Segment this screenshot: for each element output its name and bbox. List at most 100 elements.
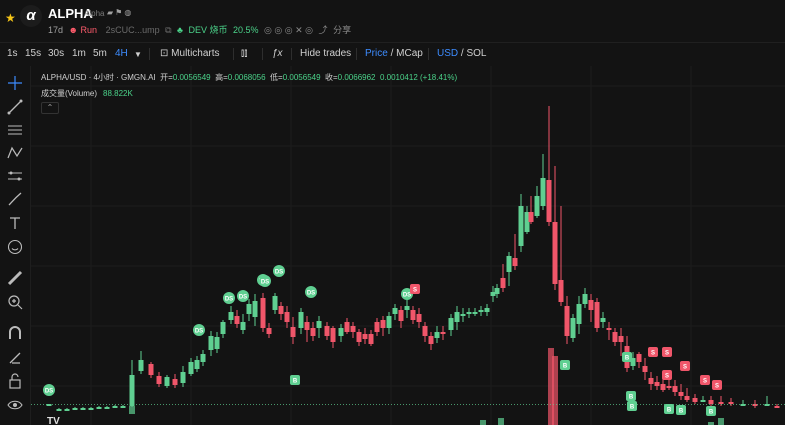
candle-body — [478, 310, 484, 312]
token-header: ★ α ALPHA Alpha ▰⚑◍ 17d ☻ Run 2sCUC...um… — [0, 0, 785, 40]
interval-15s[interactable]: 15s — [25, 48, 42, 59]
bot-icon[interactable]: ◍ — [124, 8, 134, 17]
share-label: 分享 — [333, 25, 352, 35]
trade-marker-label: DS — [307, 291, 315, 297]
measure-icon[interactable] — [6, 167, 24, 185]
candle-body — [324, 326, 330, 336]
pattern-icon[interactable] — [6, 144, 24, 162]
trade-marker-label: S — [665, 374, 669, 380]
candle-body — [416, 314, 422, 322]
eye-icon[interactable] — [6, 396, 24, 414]
trade-marker — [676, 405, 686, 415]
candle-body — [200, 354, 206, 362]
interval-1m[interactable]: 1m — [72, 48, 86, 59]
interval-5m[interactable]: 5m — [93, 48, 107, 59]
candle-body — [606, 328, 612, 330]
copy-icon[interactable]: ⧉ — [165, 25, 172, 35]
zoom-in-icon[interactable] — [6, 293, 24, 311]
lock-icon[interactable] — [6, 372, 24, 390]
horizontal-lines-icon[interactable] — [6, 121, 24, 139]
price-chart[interactable]: DSDSDSDSDSDSDSDSDSBBBBBBBBSSSSSSS ALPHA/… — [30, 66, 785, 425]
candle-body — [594, 302, 600, 328]
candle-body — [428, 336, 434, 344]
contract-address[interactable]: 2sCUC...ump — [105, 25, 160, 35]
volume-bar — [708, 422, 714, 425]
sol-label[interactable]: SOL — [466, 48, 487, 59]
pill-icon[interactable]: ▰ — [107, 8, 116, 17]
trade-marker — [700, 375, 710, 385]
candle-body — [490, 292, 496, 296]
usd-label[interactable]: USD — [437, 48, 459, 59]
candle-body — [172, 379, 178, 385]
volume-bar — [129, 406, 135, 414]
candle-body — [582, 294, 588, 304]
candle-body — [380, 320, 386, 328]
trade-marker — [662, 370, 672, 380]
candle-body — [304, 322, 310, 330]
candle-body — [518, 206, 524, 246]
magnet-icon[interactable] — [6, 324, 24, 342]
social-icons[interactable]: ▰⚑◍ — [107, 8, 133, 17]
function-icon[interactable]: ƒx — [272, 48, 283, 59]
trade-marker — [648, 347, 658, 357]
candle-body — [188, 362, 194, 374]
price-label[interactable]: Price — [365, 48, 388, 59]
token-name: ALPHA — [48, 6, 93, 21]
interval-1s[interactable]: 1s — [7, 48, 18, 59]
indicators-icon[interactable]: ⫾⫾ — [241, 48, 248, 59]
candlestick-plot[interactable]: DSDSDSDSDSDSDSDSDSBBBBBBBBSSSSSSS — [31, 66, 785, 425]
brush-icon[interactable] — [6, 190, 24, 208]
trend-line-icon[interactable] — [6, 98, 24, 116]
trade-marker-label: B — [563, 364, 568, 370]
candle-body — [660, 384, 666, 390]
candle-body — [512, 258, 518, 266]
candle-body — [266, 328, 272, 334]
lock-drawing-icon[interactable] — [6, 348, 24, 366]
candle-body — [284, 312, 290, 322]
candle-body — [104, 407, 110, 409]
candle-body — [310, 328, 316, 336]
interval-30s[interactable]: 30s — [48, 48, 65, 59]
trade-marker-label: DS — [261, 280, 269, 286]
link-icons[interactable]: ◎ ◎ ◎ ✕ ◎ — [264, 25, 314, 35]
price-mcap-toggle[interactable]: Price / MCap — [365, 48, 423, 59]
candle-body — [290, 327, 296, 337]
drawing-toolbar — [0, 66, 30, 425]
ohlc-legend: ALPHA/USD · 4小时 · GMGN.AI 开=0.0056549 高=… — [41, 72, 457, 83]
candle-body — [356, 332, 362, 342]
emoji-icon[interactable] — [6, 238, 24, 256]
trade-marker-label: S — [665, 351, 669, 357]
hide-trades-button[interactable]: Hide trades — [300, 48, 352, 59]
trade-marker — [680, 361, 690, 371]
candle-body — [80, 408, 86, 410]
candle-body — [728, 402, 734, 404]
flag-icon[interactable]: ⚑ — [115, 8, 125, 17]
token-meta-row: 17d ☻ Run 2sCUC...ump ⧉ ♣ DEV 烧币 20.5% ◎… — [48, 23, 357, 36]
favorite-star-icon[interactable]: ★ — [5, 11, 16, 25]
candle-body — [56, 409, 62, 411]
interval-dropdown-icon[interactable]: ▼ — [134, 50, 142, 59]
share-button[interactable]: ⤴ 分享 — [319, 25, 355, 35]
trade-marker — [43, 384, 55, 396]
trade-marker-label: DS — [239, 295, 247, 301]
usd-sol-toggle[interactable]: USD / SOL — [437, 48, 486, 59]
candle-body — [576, 304, 582, 324]
open-value: 0.0056549 — [172, 73, 211, 82]
trade-marker-label: DS — [275, 270, 283, 276]
trade-marker-label: B — [667, 408, 672, 414]
interval-4h[interactable]: 4H — [115, 48, 128, 59]
crosshair-icon[interactable] — [6, 74, 24, 92]
candle-body — [774, 406, 780, 408]
collapse-legend-button[interactable]: ⌃ — [41, 102, 59, 114]
candle-body — [552, 222, 558, 284]
mcap-label[interactable]: MCap — [396, 48, 423, 59]
candle-body — [208, 336, 214, 350]
candle-body — [500, 278, 506, 288]
token-subname: Alpha — [84, 9, 105, 18]
ruler-icon[interactable] — [6, 269, 24, 287]
trade-marker — [627, 401, 637, 411]
multicharts-button[interactable]: ⊡ Multicharts — [160, 48, 220, 59]
text-icon[interactable] — [6, 214, 24, 232]
candle-body — [72, 408, 78, 410]
volume-label: 成交量(Volume) — [41, 89, 98, 98]
